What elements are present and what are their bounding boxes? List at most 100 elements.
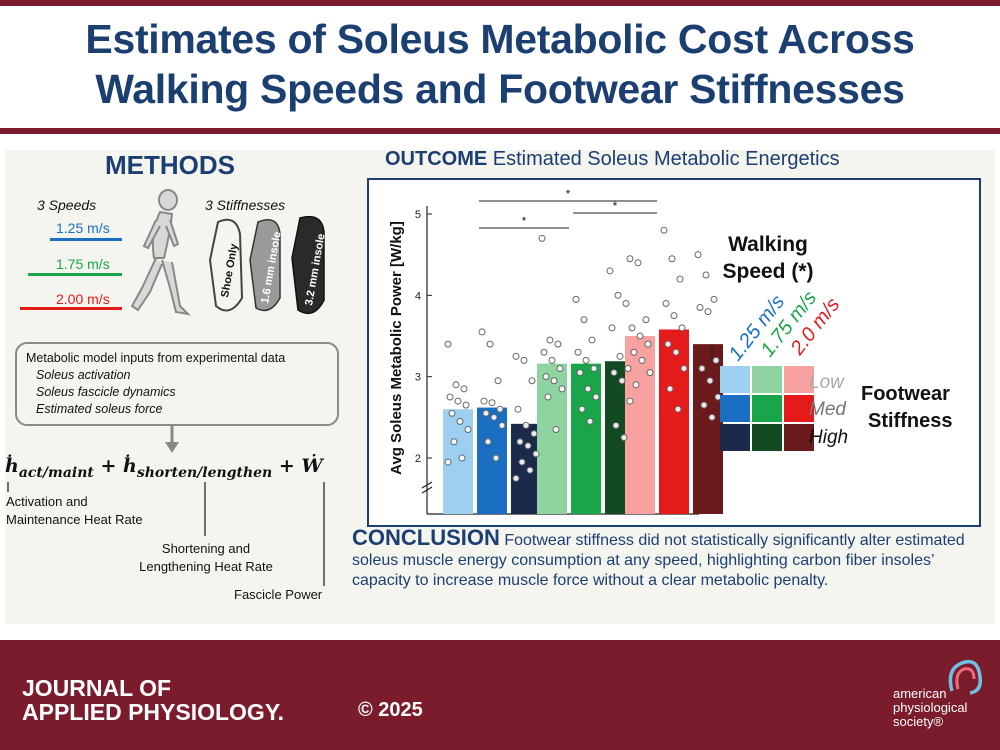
legend-swatch [720, 395, 750, 422]
legend-stiffness-low: Low [809, 372, 845, 393]
data-point [704, 308, 712, 316]
legend-stiffness-high: High [809, 427, 848, 448]
data-point [460, 385, 468, 393]
data-point [678, 324, 686, 332]
data-point [620, 434, 628, 442]
legend-swatch [752, 366, 782, 393]
data-point [612, 421, 620, 429]
aps-logo-icon [948, 659, 983, 695]
data-point [490, 413, 498, 421]
shortening-label: Shortening and Lengthening Heat Rate [128, 540, 284, 576]
data-point [448, 409, 456, 417]
legend-swatch [752, 424, 782, 451]
speed-line-2 [28, 273, 122, 276]
data-point [646, 369, 654, 377]
data-point [520, 356, 528, 364]
data-point [512, 474, 520, 482]
data-point [574, 348, 582, 356]
data-point [478, 328, 486, 336]
fascicle-power-label: Fascicle Power [234, 587, 323, 602]
data-point [628, 324, 636, 332]
data-point [548, 356, 556, 364]
significance-star: * [566, 187, 571, 201]
data-point [674, 405, 682, 413]
copyright: © 2025 [358, 699, 423, 721]
data-point [670, 312, 678, 320]
data-point [592, 393, 600, 401]
aps-line-1: american [893, 686, 947, 701]
data-point [480, 397, 488, 405]
data-point [530, 430, 538, 438]
data-point [522, 421, 530, 429]
legend-speed-title-1: Walking [728, 233, 808, 256]
data-point [554, 340, 562, 348]
data-point [524, 442, 532, 450]
data-point [452, 381, 460, 389]
y-axis-label: Avg Soleus Metabolic Power [W/kg] [388, 221, 405, 475]
data-point [586, 417, 594, 425]
conclusion-text: Footwear stiffness did not statistically… [352, 532, 965, 589]
data-point [712, 356, 720, 364]
top-bar [0, 0, 1000, 6]
data-point [532, 450, 540, 458]
data-point [578, 405, 586, 413]
model-inputs-box [15, 342, 339, 426]
page-title: Estimates of Soleus Metabolic Cost Acros… [0, 14, 1000, 114]
walking-person-icon [130, 189, 191, 316]
data-point [708, 413, 716, 421]
data-point [668, 255, 676, 263]
data-point [644, 340, 652, 348]
data-point [642, 316, 650, 324]
data-point [494, 377, 502, 385]
speeds-label: 3 Speeds [37, 197, 97, 213]
significance-star: * [522, 214, 527, 228]
data-point [456, 417, 464, 425]
legend-stiffness-med: Med [809, 399, 847, 420]
data-point [626, 397, 634, 405]
legend-speed-title-2: Speed (*) [722, 260, 813, 283]
journal-title: JOURNAL OF APPLIED PHYSIOLOGY. [22, 676, 284, 724]
outcome-heading: OUTCOME Estimated Soleus Metabolic Energ… [385, 148, 840, 171]
equation-term-1: act/maint [18, 464, 94, 481]
data-point [618, 377, 626, 385]
legend-swatch [784, 366, 814, 393]
y-tick-label: 3 [415, 372, 421, 384]
model-input-1: Soleus activation [36, 368, 131, 382]
data-point [614, 291, 622, 299]
significance-star: * [613, 199, 618, 213]
bar [693, 344, 723, 514]
data-point [486, 340, 494, 348]
conclusion-heading: CONCLUSION [352, 525, 500, 550]
data-point [576, 369, 584, 377]
insoles-graphic: Shoe Only 1.6 mm insole 3.2 mm insole [208, 216, 328, 315]
data-point [540, 348, 548, 356]
data-point [676, 275, 684, 283]
footer [0, 640, 1000, 750]
data-point [588, 336, 596, 344]
data-point [518, 458, 526, 466]
data-point [590, 365, 598, 373]
data-point [450, 438, 458, 446]
data-point [512, 352, 520, 360]
data-point [700, 401, 708, 409]
data-point [630, 348, 638, 356]
data-point [498, 421, 506, 429]
metabolic-equation: ḣact/maint + ḣshorten/lengthen + ẆW [5, 455, 323, 481]
data-point [496, 405, 504, 413]
down-arrow-icon [165, 424, 179, 453]
stiffnesses-label: 3 Stiffnesses [205, 197, 286, 213]
y-tick-label: 4 [415, 290, 421, 302]
data-point [694, 251, 702, 259]
data-point [546, 336, 554, 344]
legend: Walking Speed (*) 1.25 m/s 1.75 m/s 2.0 … [711, 233, 952, 451]
data-point [444, 458, 452, 466]
data-point [458, 454, 466, 462]
data-point [482, 409, 490, 417]
legend-swatch [784, 395, 814, 422]
legend-swatch [720, 366, 750, 393]
data-point [666, 385, 674, 393]
legend-swatch [720, 424, 750, 451]
activation-label-line-2: Maintenance Heat Rate [6, 512, 143, 527]
speed-label-1: 1.25 m/s [56, 220, 110, 236]
model-input-3: Estimated soleus force [36, 402, 163, 416]
